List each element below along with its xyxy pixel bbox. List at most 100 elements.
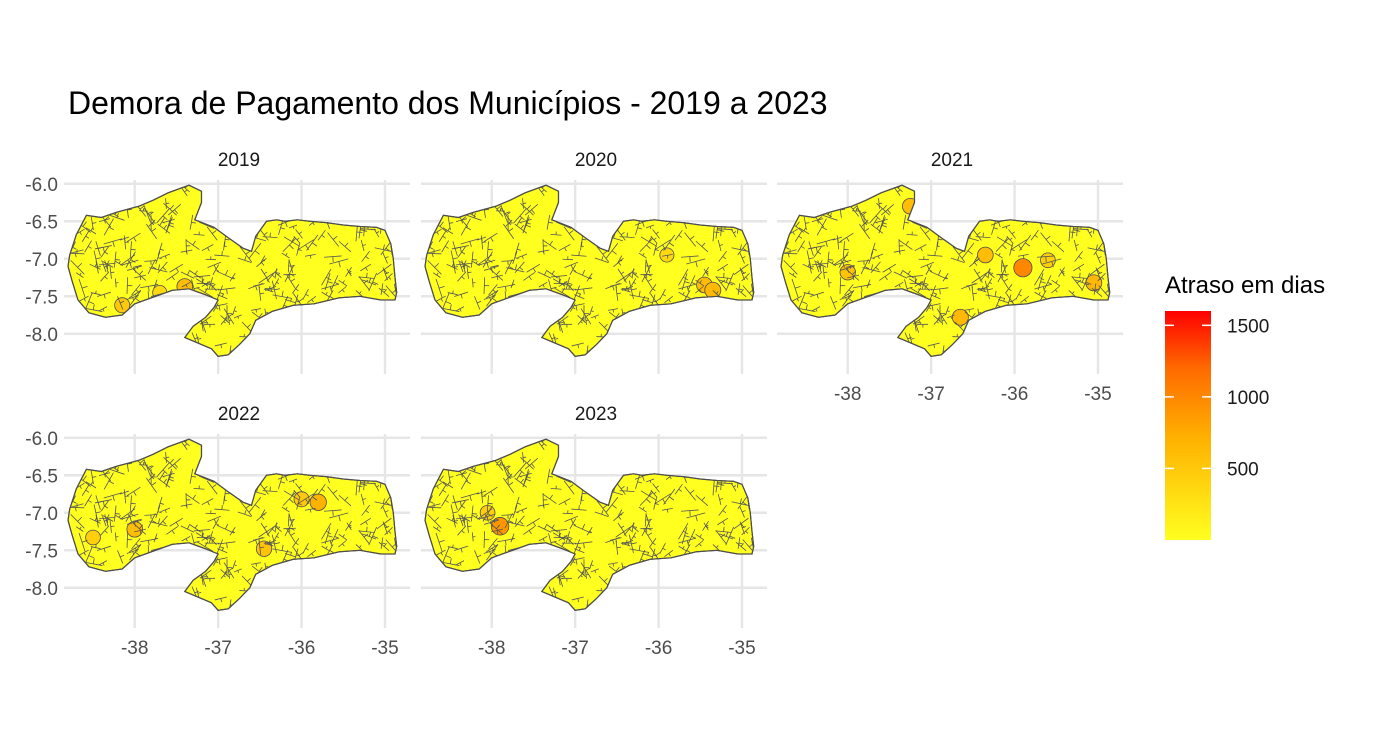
municipality-boundary <box>79 526 82 530</box>
municipality-boundary <box>266 277 270 283</box>
municipality-boundary <box>258 567 263 572</box>
municipality-boundary <box>490 491 494 496</box>
municipality-boundary <box>1096 269 1101 275</box>
municipality-boundary <box>284 553 297 558</box>
municipality-boundary <box>245 250 251 255</box>
municipality-boundary <box>162 215 168 221</box>
municipality-boundary <box>662 547 666 551</box>
municipality-boundary <box>580 575 583 578</box>
municipality-boundary <box>72 247 77 250</box>
municipality-boundary <box>843 259 849 263</box>
municipality-boundary <box>652 483 660 493</box>
municipality-boundary <box>233 310 237 313</box>
municipality-boundary <box>741 272 750 282</box>
municipality-boundary <box>455 472 468 477</box>
municipality-boundary <box>321 545 331 552</box>
municipality-boundary <box>90 227 94 232</box>
municipality-boundary <box>882 205 887 210</box>
municipality-boundary <box>646 527 652 531</box>
municipality-boundary <box>162 469 168 475</box>
municipality-boundary <box>976 232 981 236</box>
municipality-boundary <box>194 336 199 340</box>
municipality-boundary <box>393 537 397 547</box>
municipality-boundary <box>104 276 108 280</box>
municipality-boundary <box>368 278 372 283</box>
municipality-boundary <box>618 262 622 266</box>
municipality-boundary <box>74 251 77 258</box>
municipality-boundary <box>1074 250 1083 262</box>
municipality-boundary <box>740 269 745 275</box>
municipality-boundary <box>460 294 463 299</box>
municipality-boundary <box>161 221 165 224</box>
municipality-boundary <box>699 280 702 284</box>
municipality-boundary <box>611 250 617 255</box>
municipality-boundary <box>604 323 608 328</box>
municipality-boundary <box>541 189 544 193</box>
municipality-boundary <box>611 504 617 509</box>
municipality-boundary <box>436 485 439 489</box>
x-tick-label: -37 <box>561 638 588 659</box>
municipality-boundary <box>649 480 652 483</box>
municipality-boundary <box>220 569 229 578</box>
municipality-boundary <box>206 535 209 539</box>
municipality-boundary <box>123 489 127 504</box>
municipality-boundary <box>894 187 901 196</box>
municipality-boundary <box>682 291 685 295</box>
municipality-boundary <box>1051 261 1054 268</box>
municipality-boundary <box>808 290 810 294</box>
municipality-boundary <box>652 288 656 292</box>
x-tick-label: -36 <box>645 638 672 659</box>
municipality-boundary <box>106 514 110 519</box>
municipality-boundary <box>338 515 341 522</box>
municipality-boundary <box>689 489 695 494</box>
municipality-boundary <box>95 511 101 514</box>
municipality-boundary <box>519 469 525 475</box>
municipality-boundary <box>208 277 214 289</box>
legend: Atraso em dias 500 1000 1500 <box>1165 272 1325 540</box>
municipality-boundary <box>909 287 927 298</box>
municipality-boundary <box>564 247 567 252</box>
municipality-boundary <box>429 501 434 504</box>
municipality-boundary <box>590 310 594 313</box>
municipality-boundary <box>668 299 671 303</box>
municipality-boundary <box>463 514 467 519</box>
municipality-boundary <box>126 265 142 271</box>
facet-panel-2022: 2022 <box>64 404 410 628</box>
municipality-boundary <box>82 221 87 227</box>
municipality-boundary <box>311 553 314 557</box>
municipality-boundary <box>936 241 938 251</box>
state-outline <box>424 184 755 357</box>
municipality-boundary <box>360 483 366 485</box>
municipality-boundary <box>359 545 362 548</box>
facet-strip-label: 2019 <box>218 150 260 171</box>
municipality-boundary <box>92 222 97 224</box>
municipality-boundary <box>874 221 878 224</box>
municipality-boundary <box>919 281 922 285</box>
municipality-boundary <box>829 213 832 218</box>
municipality-boundary <box>1073 239 1078 252</box>
municipality-boundary <box>225 269 229 276</box>
municipality-boundary <box>98 246 103 249</box>
municipality-boundary <box>971 286 975 301</box>
municipality-boundary <box>487 259 493 263</box>
municipality-highlight <box>839 264 856 281</box>
municipality-boundary <box>817 276 821 280</box>
municipality-boundary <box>460 548 463 553</box>
municipality-boundary <box>210 536 215 539</box>
municipality-boundary <box>281 252 290 259</box>
municipality-boundary <box>642 507 645 510</box>
municipality-boundary <box>1075 244 1079 246</box>
municipality-boundary <box>112 241 115 247</box>
municipality-boundary <box>304 253 316 257</box>
municipality-boundary <box>839 265 855 271</box>
municipality-layer <box>68 439 397 611</box>
municipality-boundary <box>321 488 325 492</box>
municipality-boundary <box>380 241 392 256</box>
municipality-boundary <box>254 504 260 509</box>
municipality-boundary <box>254 250 260 255</box>
municipality-boundary <box>459 501 462 507</box>
municipality-boundary <box>381 542 386 545</box>
municipality-boundary <box>102 247 105 253</box>
municipality-boundary <box>655 551 661 556</box>
municipality-boundary <box>738 288 743 291</box>
